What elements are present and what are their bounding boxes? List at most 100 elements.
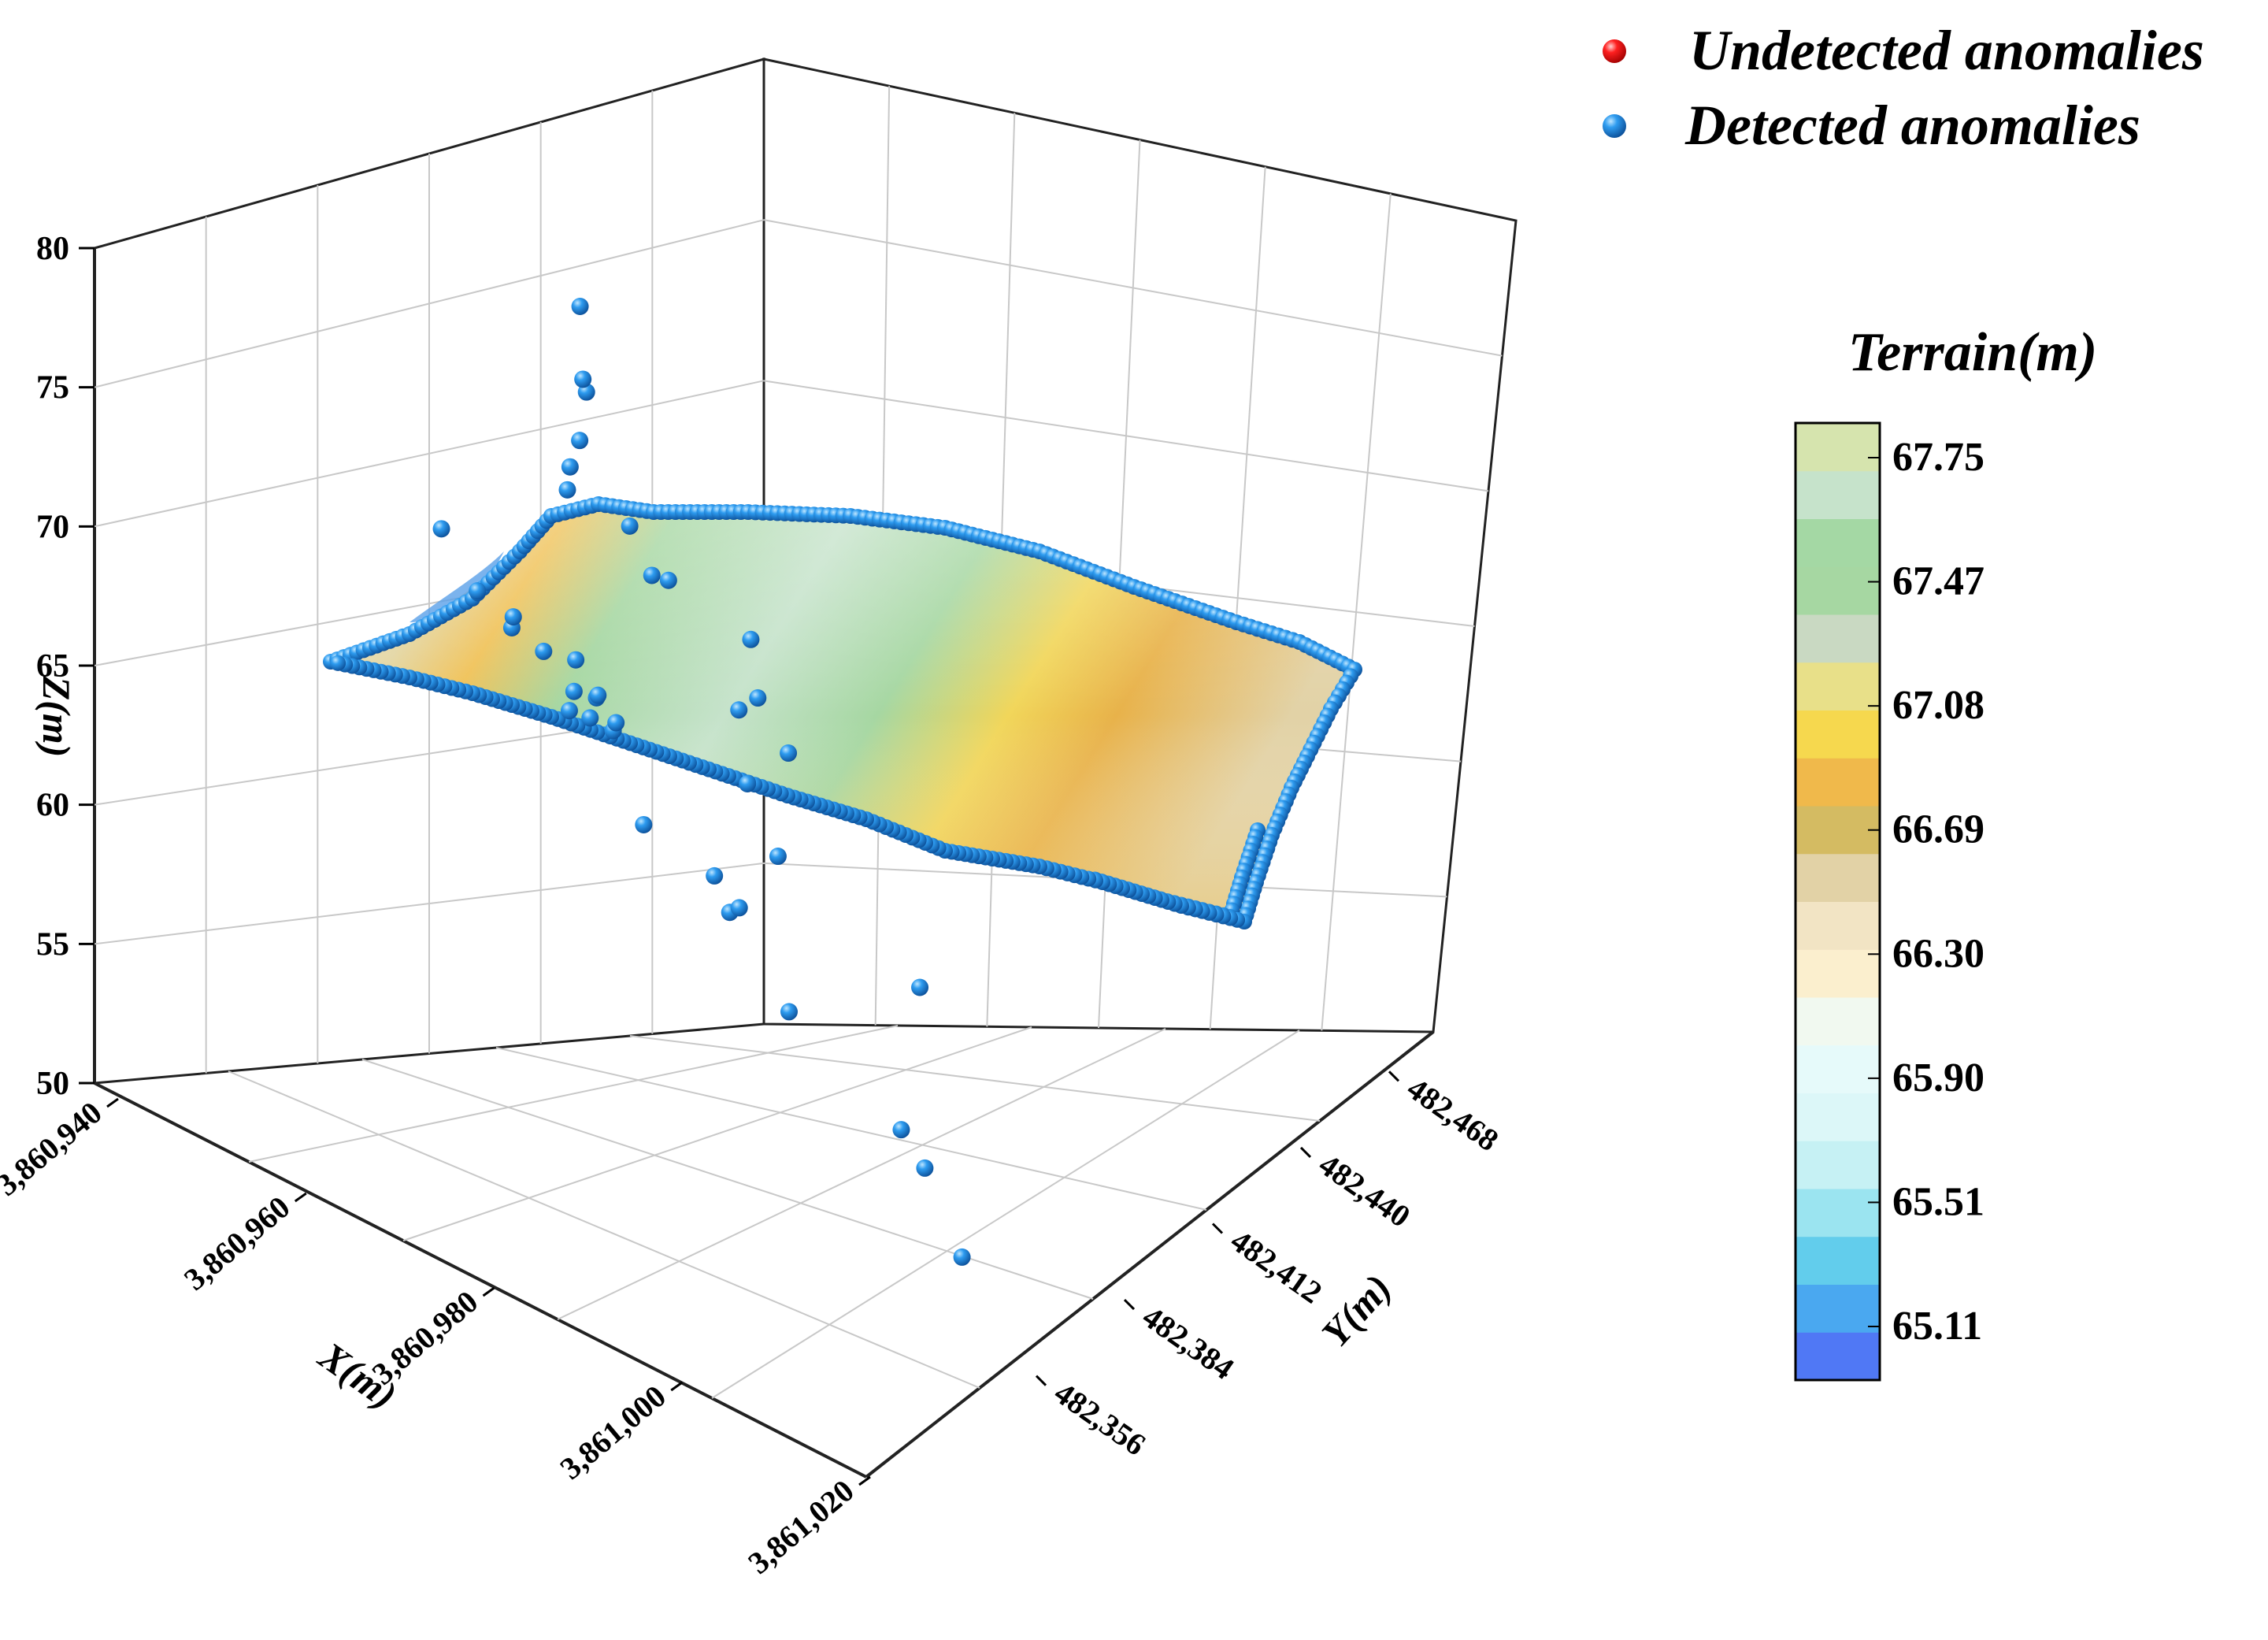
grid-line [557, 1028, 1166, 1320]
detected-anomaly-point [561, 458, 579, 476]
grid-line [361, 1059, 1094, 1300]
detected-anomaly-point [565, 682, 583, 700]
y-tick-label: 482,440 [1313, 1146, 1417, 1234]
y-tick-mark [1123, 1299, 1136, 1311]
colorbar-tick-label: 67.08 [1892, 683, 1984, 728]
x-tick-mark [106, 1097, 119, 1108]
detected-anomaly-point [589, 686, 607, 704]
detected-anomaly-point [730, 899, 748, 917]
colorbar-tick-label: 65.90 [1892, 1056, 1984, 1100]
grid-line [248, 1025, 899, 1163]
detected-anomaly-point [469, 582, 487, 600]
terrain-boundary-anomalies [323, 496, 1362, 929]
legend: Undetected anomalies Detected anomalies [1603, 19, 2204, 157]
colorbar-band [1796, 949, 1880, 998]
terrain-surface [331, 509, 1354, 922]
detected-anomaly-point [892, 1121, 910, 1139]
axis-ticks: 505560657075803,860,9403,860,9603,860,98… [0, 231, 1505, 1581]
detected-anomaly-point [730, 701, 748, 719]
z-tick-label: 75 [36, 370, 69, 406]
colorbar-band [1796, 1141, 1880, 1189]
colorbar-band [1796, 997, 1880, 1046]
colorbar-band [1796, 1284, 1880, 1333]
detected-anomaly-point [607, 714, 625, 732]
colorbar-tick-label: 66.30 [1892, 931, 1984, 976]
z-tick-label: 55 [36, 926, 69, 963]
x-tick-mark [670, 1381, 684, 1392]
detected-anomaly-point [558, 480, 576, 499]
z-tick-label: 60 [36, 788, 69, 824]
colorbar-band [1796, 901, 1880, 950]
colorbar-band [1796, 710, 1880, 759]
colorbar-band [1796, 758, 1880, 807]
detected-anomaly-point [560, 702, 578, 720]
x-tick-label: 3,860,960 [177, 1189, 296, 1297]
y-tick-label: 482,468 [1401, 1070, 1505, 1158]
colorbar-band [1796, 1236, 1880, 1285]
legend-item-detected: Detected anomalies [1603, 94, 2140, 157]
colorbar-band [1796, 853, 1880, 902]
x-tick-label: 3,861,020 [741, 1472, 860, 1580]
grid-line [1321, 193, 1392, 1031]
detected-anomaly-point [953, 1248, 971, 1266]
detected-anomaly-point [567, 651, 585, 669]
grid-line [495, 1047, 1207, 1211]
x-tick-mark [858, 1475, 871, 1486]
detected-anomaly-point [574, 370, 592, 388]
legend-label-undetected: Undetected anomalies [1689, 19, 2204, 82]
z-tick-label: 70 [36, 509, 69, 545]
x-tick-mark [482, 1286, 495, 1297]
colorbar-frame [1794, 421, 1881, 1382]
colorbar-tick-label: 66.69 [1892, 807, 1984, 852]
x-tick-label: 3,860,940 [0, 1094, 109, 1202]
colorbar-band [1796, 1332, 1880, 1381]
colorbar: Terrain(m) 67.75 67.47 67.08 66.69 66.30 65.9… [1794, 322, 2097, 1382]
grid-line [711, 1030, 1300, 1399]
colorbar-band [1796, 662, 1880, 711]
y-tick-label: 482,384 [1136, 1299, 1240, 1386]
detected-anomaly-point [432, 520, 450, 538]
colorbar-band [1796, 518, 1880, 567]
detected-anomaly-point [635, 815, 653, 833]
detected-anomaly-point [916, 1159, 934, 1177]
colorbar-band [1796, 614, 1880, 663]
colorbar-title: Terrain(m) [1848, 322, 2097, 383]
grid-line [228, 1070, 980, 1389]
detected-anomaly-point [571, 432, 589, 450]
detected-anomaly-point [769, 848, 787, 866]
z-axis-title: Z(m) [35, 676, 79, 758]
legend-item-undetected: Undetected anomalies [1603, 19, 2204, 82]
y-tick-mark [1388, 1070, 1400, 1082]
colorbar-band [1796, 470, 1880, 519]
detected-anomaly-point [643, 566, 661, 584]
detected-anomaly-point [742, 630, 760, 648]
colorbar-band [1796, 566, 1880, 615]
detected-anomaly-point [780, 1003, 798, 1021]
colorbar-tick-label: 67.75 [1892, 435, 1984, 480]
detected-anomaly-point [621, 517, 639, 535]
detected-anomaly-point [706, 866, 724, 885]
detected-anomaly-point [911, 978, 929, 996]
detected-anomaly-point [581, 709, 599, 727]
colorbar-band [1796, 1093, 1880, 1141]
colorbar-tick-label: 65.51 [1892, 1179, 1984, 1224]
detected-anomaly-point [780, 744, 798, 762]
colorbar-band [1796, 1044, 1880, 1093]
detected-anomaly-point [749, 689, 767, 707]
detected-anomaly-point [571, 297, 589, 315]
colorbar-tick-label: 65.11 [1892, 1304, 1982, 1349]
detected-anomaly-point [535, 642, 553, 660]
y-tick-mark [1299, 1146, 1312, 1158]
x-tick-label: 3,861,000 [554, 1378, 673, 1486]
undetected-marker-icon [1603, 39, 1626, 63]
grid-line [402, 1026, 1032, 1241]
detected-marker-icon [1603, 114, 1626, 138]
detected-anomaly-point [659, 571, 677, 589]
grid-line [629, 1035, 1321, 1122]
colorbar-band [1796, 1189, 1880, 1237]
y-tick-label: 482,356 [1048, 1375, 1152, 1462]
z-tick-label: 80 [36, 231, 69, 267]
colorbar-tick-label: 67.47 [1892, 559, 1984, 604]
detected-anomaly-points [432, 297, 971, 1266]
